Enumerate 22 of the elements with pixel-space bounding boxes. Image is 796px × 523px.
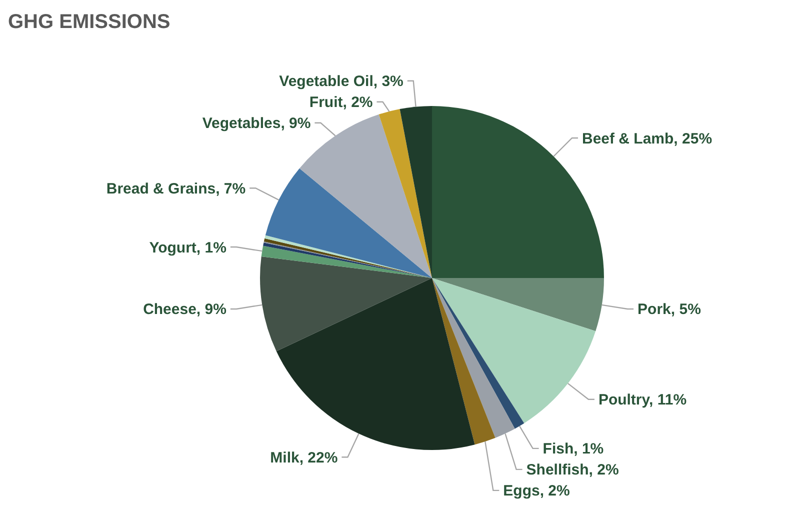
slice-label: Vegetables, 9% bbox=[202, 115, 311, 132]
slice-label: Fish, 1% bbox=[542, 440, 604, 458]
slice-label: Vegetable Oil, 3% bbox=[279, 73, 404, 90]
slice-label: Pork, 5% bbox=[638, 301, 701, 318]
slice-label: Bread & Grains, 7% bbox=[106, 180, 246, 198]
slice-label: Beef & Lamb, 25% bbox=[582, 130, 712, 148]
chart-title: GHG EMISSIONS bbox=[8, 11, 170, 33]
pie-slice bbox=[432, 278, 604, 332]
pie-slice bbox=[432, 278, 596, 424]
slice-label: Fruit, 2% bbox=[309, 94, 373, 112]
slice-label: Eggs, 2% bbox=[503, 482, 570, 500]
pie-slice bbox=[400, 106, 432, 278]
slice-label: Yogurt, 1% bbox=[149, 239, 226, 256]
pie-slice bbox=[378, 109, 432, 278]
pie-slice bbox=[432, 278, 496, 445]
pie-slice bbox=[276, 278, 475, 450]
slice-label: Poultry, 11% bbox=[598, 392, 687, 409]
slice-label: Milk, 22% bbox=[270, 449, 338, 466]
slice-label: Shellfish, 2% bbox=[526, 462, 619, 479]
pie-slice bbox=[265, 168, 432, 278]
slice-label: Cheese, 9% bbox=[143, 301, 226, 318]
pie-slice bbox=[260, 256, 432, 352]
